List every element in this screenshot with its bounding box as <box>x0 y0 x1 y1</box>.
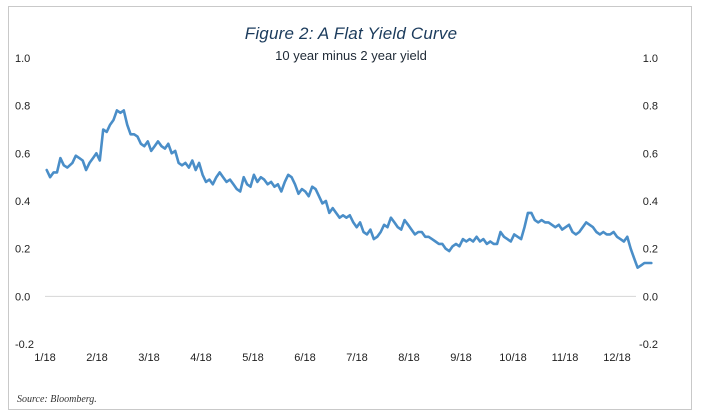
y-tick-label-left: 0.6 <box>15 148 30 160</box>
chart-title: Figure 2: A Flat Yield Curve <box>244 24 458 43</box>
x-tick-label: 11/18 <box>552 352 579 364</box>
chart-subtitle: 10 year minus 2 year yield <box>275 48 427 63</box>
x-tick-label: 9/18 <box>450 352 471 364</box>
y-tick-label-left: -0.2 <box>15 339 34 351</box>
y-tick-label-left: 0.2 <box>15 244 30 256</box>
y-tick-label-right: 0.0 <box>643 291 658 303</box>
x-tick-label: 8/18 <box>398 352 419 364</box>
y-tick-label-right: 0.6 <box>643 148 658 160</box>
y-tick-label-right: 1.0 <box>643 53 658 65</box>
y-tick-label-left: 1.0 <box>15 53 30 65</box>
chart-frame <box>8 6 692 410</box>
x-tick-label: 2/18 <box>86 352 107 364</box>
y-tick-label-right: 0.4 <box>643 196 658 208</box>
series-line <box>45 109 653 270</box>
x-tick-label: 6/18 <box>294 352 315 364</box>
x-tick-label: 3/18 <box>138 352 159 364</box>
x-tick-label: 4/18 <box>190 352 211 364</box>
y-tick-label-right: -0.2 <box>639 339 658 351</box>
x-tick-label: 10/18 <box>499 352 527 364</box>
source-note: Source: Bloomberg. <box>17 394 97 405</box>
y-tick-label-left: 0.4 <box>15 196 30 208</box>
x-tick-label: 7/18 <box>346 352 367 364</box>
y-tick-label-left: 0.0 <box>15 291 30 303</box>
y-tick-label-left: 0.8 <box>15 101 30 113</box>
x-tick-label: 12/18 <box>603 352 631 364</box>
y-tick-label-right: 0.8 <box>643 101 658 113</box>
x-tick-label: 1/18 <box>34 352 55 364</box>
y-tick-label-right: 0.2 <box>643 244 658 256</box>
x-tick-label: 5/18 <box>242 352 263 364</box>
